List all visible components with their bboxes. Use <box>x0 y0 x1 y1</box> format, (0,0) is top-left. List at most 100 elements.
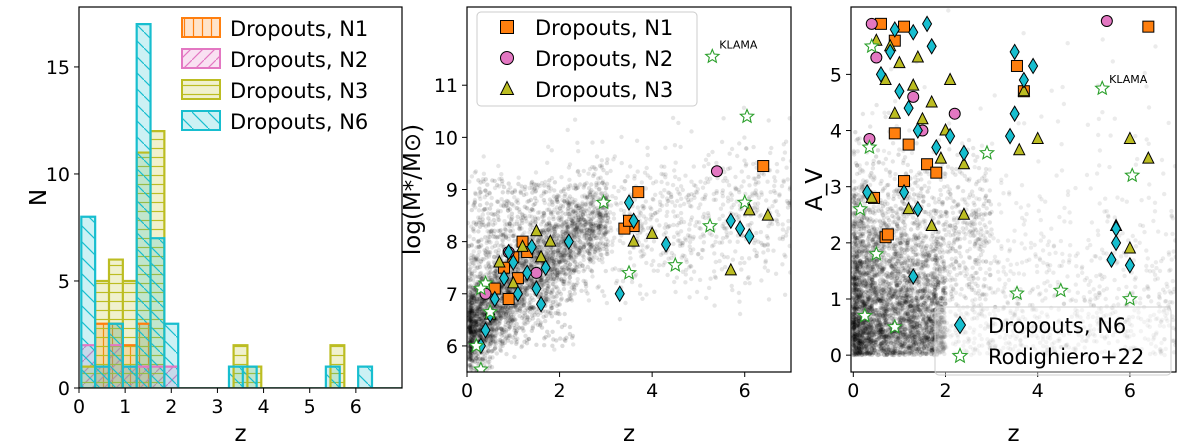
background-galaxy-point <box>557 259 562 264</box>
background-galaxy-point <box>547 220 552 226</box>
background-galaxy-point <box>494 276 500 281</box>
background-galaxy-point <box>601 224 606 229</box>
background-galaxy-point <box>530 278 535 283</box>
background-galaxy-point <box>513 317 518 322</box>
background-galaxy-point <box>675 223 680 228</box>
background-galaxy-point <box>659 171 664 177</box>
background-galaxy-point <box>469 294 474 299</box>
background-galaxy-point <box>543 318 548 324</box>
background-galaxy-point <box>496 312 502 318</box>
background-galaxy-point <box>728 230 734 236</box>
background-galaxy-point <box>590 209 596 214</box>
background-galaxy-point <box>551 337 556 342</box>
background-galaxy-point <box>488 341 493 346</box>
background-galaxy-point <box>731 202 736 207</box>
background-galaxy-point <box>477 333 483 339</box>
background-galaxy-point <box>523 333 528 339</box>
background-galaxy-point <box>468 363 473 368</box>
background-galaxy-point <box>470 356 475 361</box>
background-galaxy-point <box>747 256 752 261</box>
background-galaxy-point <box>759 278 764 283</box>
background-galaxy-point <box>548 310 553 315</box>
background-galaxy-point <box>688 247 693 253</box>
background-galaxy-point <box>519 299 524 305</box>
background-galaxy-point <box>467 305 473 310</box>
background-galaxy-point <box>530 263 535 268</box>
background-galaxy-point <box>492 346 497 352</box>
background-galaxy-point <box>629 279 635 285</box>
background-galaxy-point <box>784 198 790 204</box>
background-galaxy-point <box>500 232 505 238</box>
background-galaxy-point <box>482 338 488 344</box>
background-galaxy-point <box>610 194 615 199</box>
background-galaxy-point <box>784 165 789 170</box>
background-galaxy-point <box>529 306 534 311</box>
background-galaxy-point <box>587 166 593 172</box>
background-galaxy-point <box>490 332 495 337</box>
background-galaxy-point <box>664 202 669 207</box>
background-galaxy-point <box>702 194 708 200</box>
background-galaxy-point <box>503 315 508 321</box>
background-galaxy-point <box>598 191 604 197</box>
background-galaxy-point <box>568 249 573 254</box>
background-galaxy-point <box>467 345 472 350</box>
background-galaxy-point <box>467 328 473 334</box>
background-galaxy-point <box>644 292 649 297</box>
background-galaxy-point <box>550 343 555 348</box>
background-galaxy-point <box>567 162 573 167</box>
background-galaxy-point <box>494 330 499 335</box>
background-galaxy-point <box>472 170 478 175</box>
background-galaxy-point <box>567 262 573 267</box>
background-galaxy-point <box>633 272 639 277</box>
background-galaxy-point <box>562 186 567 192</box>
background-galaxy-point <box>533 170 539 175</box>
background-galaxy-point <box>568 262 573 267</box>
background-galaxy-point <box>599 218 604 223</box>
background-galaxy-point <box>591 214 597 219</box>
background-galaxy-point <box>669 250 674 256</box>
background-galaxy-point <box>587 251 592 256</box>
background-galaxy-point <box>559 175 564 180</box>
background-galaxy-point <box>496 308 501 313</box>
background-galaxy-point <box>559 230 565 235</box>
background-galaxy-point <box>501 311 507 316</box>
background-galaxy-point <box>589 182 594 187</box>
background-galaxy-point <box>503 284 509 290</box>
background-galaxy-point <box>706 285 712 291</box>
background-galaxy-point <box>598 240 603 245</box>
background-galaxy-point <box>587 190 592 195</box>
background-galaxy-point <box>579 209 584 214</box>
background-galaxy-point <box>555 253 561 258</box>
legend-square-marker <box>500 20 514 34</box>
background-galaxy-point <box>481 352 486 357</box>
background-galaxy-point <box>467 308 472 313</box>
background-galaxy-point <box>598 221 603 226</box>
background-galaxy-point <box>586 242 591 247</box>
background-galaxy-point <box>750 191 755 196</box>
background-galaxy-point <box>714 234 719 239</box>
background-galaxy-point <box>517 263 522 268</box>
background-galaxy-point <box>474 322 479 328</box>
background-galaxy-point <box>678 144 683 150</box>
background-galaxy-point <box>485 300 490 305</box>
background-galaxy-point <box>743 146 749 151</box>
background-galaxy-point <box>476 229 481 234</box>
background-galaxy-point <box>761 250 766 255</box>
background-galaxy-point <box>527 222 532 227</box>
background-galaxy-point <box>562 252 567 257</box>
background-galaxy-point <box>546 227 551 232</box>
background-galaxy-point <box>485 345 491 350</box>
background-galaxy-point <box>483 272 489 277</box>
background-galaxy-point <box>470 327 475 332</box>
background-galaxy-point <box>654 218 660 223</box>
background-galaxy-point <box>467 325 472 330</box>
background-galaxy-point <box>546 283 551 289</box>
background-galaxy-point <box>531 305 536 311</box>
background-galaxy-point <box>721 116 726 121</box>
background-galaxy-point <box>546 285 551 290</box>
background-galaxy-point <box>479 334 484 339</box>
background-galaxy-point <box>576 226 581 232</box>
background-galaxy-point <box>780 227 786 232</box>
